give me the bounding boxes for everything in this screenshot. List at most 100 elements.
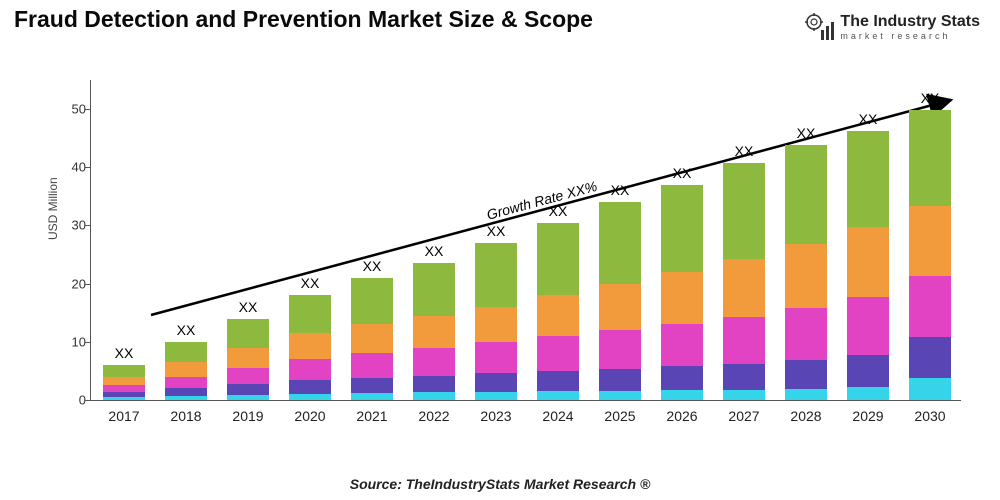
bar-segment bbox=[847, 387, 889, 400]
chart-container: { "title": "Fraud Detection and Preventi… bbox=[0, 0, 1000, 500]
bar-chart: USD Million Growth Rate XX% 2017XX2018XX… bbox=[50, 70, 970, 450]
bar-segment bbox=[165, 396, 207, 400]
bar-segment bbox=[227, 395, 269, 400]
x-tick-label: 2017 bbox=[108, 408, 139, 424]
y-tick-label: 20 bbox=[58, 276, 86, 291]
bar-segment bbox=[227, 368, 269, 384]
bar-segment bbox=[537, 371, 579, 391]
y-tick-mark bbox=[85, 400, 90, 401]
bar-segment bbox=[847, 131, 889, 227]
bar-value-label: XX bbox=[425, 243, 444, 259]
bar-segment bbox=[847, 297, 889, 355]
bar-value-label: XX bbox=[239, 299, 258, 315]
bar-segment bbox=[103, 397, 145, 400]
plot-area: Growth Rate XX% 2017XX2018XX2019XX2020XX… bbox=[90, 80, 961, 401]
source-caption: Source: TheIndustryStats Market Research… bbox=[0, 476, 1000, 492]
bar-segment bbox=[909, 276, 951, 337]
logo-sub-text: market research bbox=[840, 32, 980, 41]
x-tick-label: 2021 bbox=[356, 408, 387, 424]
bar-segment bbox=[165, 388, 207, 396]
bar-segment bbox=[413, 263, 455, 315]
bar-segment bbox=[785, 145, 827, 244]
bar-value-label: XX bbox=[301, 275, 320, 291]
bar-segment bbox=[475, 307, 517, 342]
bar-2019: 2019XX bbox=[227, 319, 269, 400]
bar-segment bbox=[351, 393, 393, 400]
bar-2025: 2025XX bbox=[599, 202, 641, 400]
y-tick-label: 30 bbox=[58, 218, 86, 233]
bar-2017: 2017XX bbox=[103, 365, 145, 400]
bar-segment bbox=[723, 259, 765, 317]
bar-segment bbox=[165, 342, 207, 362]
bar-segment bbox=[847, 227, 889, 297]
bar-segment bbox=[537, 223, 579, 296]
bar-segment bbox=[723, 364, 765, 390]
bar-segment bbox=[599, 391, 641, 400]
bar-segment bbox=[227, 319, 269, 348]
bar-segment bbox=[599, 369, 641, 391]
y-tick-mark bbox=[85, 342, 90, 343]
x-tick-label: 2018 bbox=[170, 408, 201, 424]
bar-value-label: XX bbox=[797, 125, 816, 141]
bar-segment bbox=[909, 337, 951, 378]
y-tick-label: 50 bbox=[58, 102, 86, 117]
bar-segment bbox=[785, 308, 827, 360]
bar-value-label: XX bbox=[115, 345, 134, 361]
bar-segment bbox=[165, 362, 207, 377]
bar-value-label: XX bbox=[487, 223, 506, 239]
brand-logo: The Industry Stats market research bbox=[804, 12, 980, 42]
bar-segment bbox=[661, 366, 703, 390]
bar-segment bbox=[661, 272, 703, 324]
bar-segment bbox=[537, 391, 579, 400]
bar-segment bbox=[165, 377, 207, 389]
bar-segment bbox=[413, 392, 455, 400]
bar-2018: 2018XX bbox=[165, 342, 207, 400]
bar-segment bbox=[413, 376, 455, 393]
bar-value-label: XX bbox=[673, 165, 692, 181]
bar-segment bbox=[599, 284, 641, 331]
bar-2028: 2028XX bbox=[785, 145, 827, 400]
bar-segment bbox=[103, 385, 145, 392]
y-tick-mark bbox=[85, 225, 90, 226]
y-tick-mark bbox=[85, 284, 90, 285]
bar-segment bbox=[475, 392, 517, 400]
bar-2022: 2022XX bbox=[413, 263, 455, 400]
bar-segment bbox=[351, 278, 393, 325]
y-tick-label: 0 bbox=[58, 393, 86, 408]
bar-2026: 2026XX bbox=[661, 185, 703, 400]
bar-value-label: XX bbox=[921, 90, 940, 106]
x-tick-label: 2024 bbox=[542, 408, 573, 424]
x-tick-label: 2020 bbox=[294, 408, 325, 424]
bar-segment bbox=[661, 185, 703, 272]
bar-segment bbox=[785, 244, 827, 308]
logo-main-text: The Industry Stats bbox=[840, 14, 980, 30]
x-tick-label: 2029 bbox=[852, 408, 883, 424]
bar-segment bbox=[227, 348, 269, 368]
bar-value-label: XX bbox=[549, 203, 568, 219]
bar-segment bbox=[413, 348, 455, 376]
x-tick-label: 2022 bbox=[418, 408, 449, 424]
bar-value-label: XX bbox=[735, 143, 754, 159]
bar-segment bbox=[475, 243, 517, 307]
x-tick-label: 2027 bbox=[728, 408, 759, 424]
bar-2029: 2029XX bbox=[847, 131, 889, 400]
bar-2030: 2030XX bbox=[909, 110, 951, 400]
chart-title: Fraud Detection and Prevention Market Si… bbox=[14, 6, 593, 33]
bar-segment bbox=[289, 295, 331, 333]
x-tick-label: 2025 bbox=[604, 408, 635, 424]
bar-segment bbox=[847, 355, 889, 387]
x-tick-label: 2023 bbox=[480, 408, 511, 424]
x-tick-label: 2030 bbox=[914, 408, 945, 424]
bar-2021: 2021XX bbox=[351, 278, 393, 400]
bar-segment bbox=[289, 333, 331, 359]
bar-segment bbox=[351, 378, 393, 393]
bar-segment bbox=[475, 373, 517, 392]
y-tick-mark bbox=[85, 109, 90, 110]
bar-segment bbox=[723, 317, 765, 364]
bar-segment bbox=[909, 110, 951, 206]
bar-2024: 2024XX bbox=[537, 223, 579, 400]
bar-segment bbox=[289, 380, 331, 393]
x-tick-label: 2019 bbox=[232, 408, 263, 424]
bar-segment bbox=[599, 202, 641, 283]
bar-segment bbox=[723, 163, 765, 259]
